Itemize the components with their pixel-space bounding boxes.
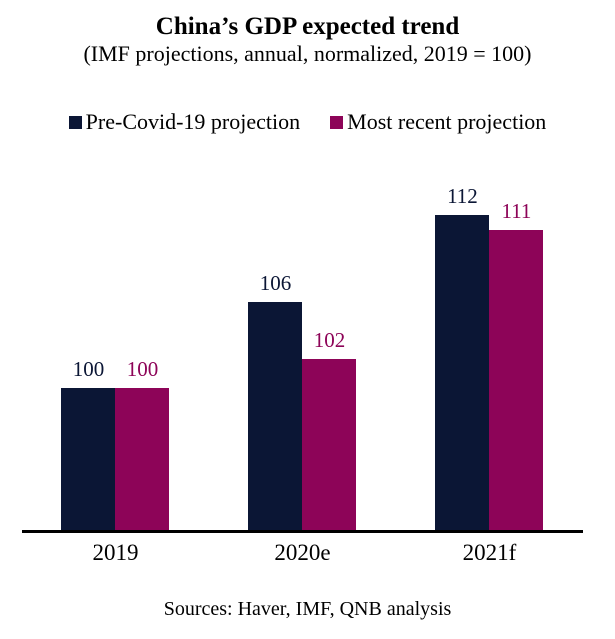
legend-swatch-pre-covid-icon (68, 115, 82, 129)
bar-value-label-most-recent-projection-2020e: 102 (313, 328, 346, 352)
bar-value-label-pre-covid-19-projection-2019: 100 (72, 357, 105, 381)
bar-value-label-most-recent-projection-2021f: 111 (501, 199, 532, 223)
legend-swatch-most-recent-icon (330, 115, 344, 129)
x-tick-2020e: 2020e (274, 540, 331, 565)
chart-subtitle: (IMF projections, annual, normalized, 20… (83, 41, 532, 66)
bar-most-recent-projection-2020e (302, 359, 357, 532)
legend-item-pre-covid: Pre-Covid-19 projection (68, 109, 301, 135)
bar-value-label-pre-covid-19-projection-2020e: 106 (259, 271, 292, 295)
chart-title: China’s GDP expected trend (155, 13, 460, 40)
bar-pre-covid-19-projection-2020e (248, 302, 303, 532)
bar-group-2019: 100 100 (22, 172, 209, 532)
bar-most-recent-projection-2019 (115, 388, 170, 532)
legend-item-most-recent: Most recent projection (330, 109, 546, 135)
barwrap-most-recent-projection-2020e: 102 (302, 328, 357, 532)
legend: Pre-Covid-19 projection Most recent proj… (0, 109, 615, 135)
legend-label-pre-covid: Pre-Covid-19 projection (85, 109, 301, 134)
x-axis-labels: 2019 2020e 2021f (22, 540, 583, 566)
bar-pre-covid-19-projection-2021f (435, 215, 490, 532)
bar-groups: 100 100 106 102 112 111 (22, 172, 583, 532)
barwrap-pre-covid-19-projection-2019: 100 (61, 357, 116, 532)
x-tick-2021f: 2021f (462, 540, 517, 565)
bar-group-2020e: 106 102 (209, 172, 396, 532)
barwrap-pre-covid-19-projection-2020e: 106 (248, 271, 303, 532)
plot-area: 100 100 106 102 112 111 (22, 172, 583, 532)
barwrap-most-recent-projection-2021f: 111 (489, 199, 544, 532)
barwrap-pre-covid-19-projection-2021f: 112 (435, 184, 490, 532)
bar-pre-covid-19-projection-2019 (61, 388, 116, 532)
bar-most-recent-projection-2021f (489, 230, 544, 532)
barwrap-most-recent-projection-2019: 100 (115, 357, 170, 532)
bar-value-label-pre-covid-19-projection-2021f: 112 (447, 184, 478, 208)
sources-footer: Sources: Haver, IMF, QNB analysis (163, 598, 452, 620)
x-tick-2019: 2019 (92, 540, 139, 565)
x-axis-line (22, 530, 583, 533)
legend-label-most-recent: Most recent projection (347, 109, 547, 134)
bar-group-2021f: 112 111 (396, 172, 583, 532)
bar-value-label-most-recent-projection-2019: 100 (126, 357, 159, 381)
